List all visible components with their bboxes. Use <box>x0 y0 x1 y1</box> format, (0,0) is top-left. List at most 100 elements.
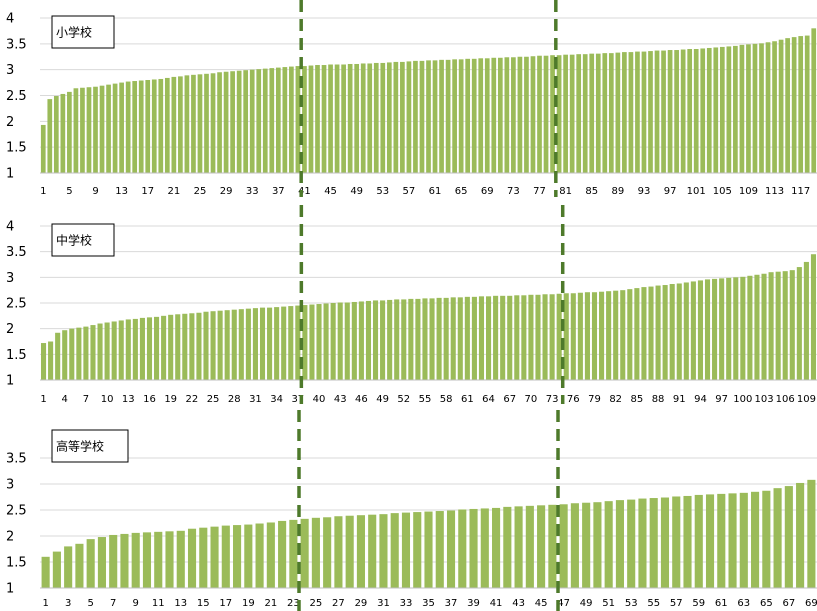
x-tick-label: 5 <box>66 186 72 197</box>
x-tick-label: 100 <box>733 394 752 405</box>
bar <box>387 299 393 380</box>
bar <box>55 332 61 380</box>
x-tick-label: 43 <box>512 598 525 609</box>
bar <box>97 537 106 588</box>
bar <box>773 488 782 588</box>
bar <box>145 80 151 173</box>
bar <box>274 307 280 380</box>
bar <box>762 490 771 588</box>
bar <box>139 317 145 380</box>
bar <box>796 482 805 588</box>
x-tick-label: 61 <box>429 186 442 197</box>
x-tick-label: 49 <box>376 394 389 405</box>
bar <box>471 296 477 380</box>
x-tick-label: 109 <box>739 186 758 197</box>
bar <box>210 311 216 380</box>
x-tick-label: 59 <box>692 598 705 609</box>
x-tick-label: 49 <box>580 598 593 609</box>
x-tick-label: 55 <box>647 598 660 609</box>
bar <box>719 46 725 173</box>
bar <box>203 311 209 380</box>
bar <box>535 294 541 380</box>
x-tick-label: 103 <box>754 394 773 405</box>
bar <box>620 290 626 380</box>
x-tick-label: 57 <box>403 186 416 197</box>
bar <box>706 47 712 173</box>
bar <box>360 63 366 173</box>
x-tick-label: 89 <box>611 186 624 197</box>
x-tick-label: 93 <box>638 186 651 197</box>
x-tick-label: 19 <box>164 394 177 405</box>
bar <box>199 527 208 588</box>
bar <box>289 66 294 173</box>
bar <box>690 281 696 380</box>
bar <box>288 306 294 380</box>
x-tick-label: 17 <box>219 598 232 609</box>
bar <box>704 279 711 380</box>
bar <box>80 87 85 173</box>
x-tick-label: 37 <box>272 186 285 197</box>
bar <box>582 54 588 173</box>
bar <box>649 498 658 588</box>
bar <box>439 59 444 173</box>
bar <box>390 513 399 588</box>
bar <box>469 508 478 588</box>
bar <box>563 54 568 173</box>
bar <box>654 50 660 173</box>
bar <box>334 64 340 173</box>
bar <box>772 41 777 173</box>
bar <box>436 297 442 380</box>
bar <box>778 39 784 174</box>
bar <box>694 494 703 588</box>
x-tick-label: 15 <box>197 598 210 609</box>
bar <box>655 285 661 380</box>
bar <box>635 51 640 173</box>
x-tick-label: 25 <box>310 598 323 609</box>
bar <box>789 270 795 380</box>
bar <box>164 77 170 173</box>
bar <box>217 310 223 380</box>
x-tick-label: 65 <box>455 186 468 197</box>
x-tick-label: 85 <box>631 394 644 405</box>
chart-panel-high-school: 11.522.533.51 3 5 7 9 11 13 15 17 19 21 23 25 27 29 31 3… <box>6 410 817 611</box>
bar <box>60 93 66 173</box>
bar <box>807 479 816 588</box>
x-tick-label: 10 <box>101 394 114 405</box>
bar <box>67 91 72 173</box>
x-tick-label: 53 <box>625 598 638 609</box>
x-tick-label: 109 <box>797 394 816 405</box>
bar <box>524 56 529 173</box>
bar <box>341 64 346 173</box>
x-tick-label: 39 <box>467 598 480 609</box>
bar <box>275 67 281 173</box>
bar <box>548 504 557 588</box>
x-tick-label: 4 <box>62 394 68 405</box>
bar <box>224 310 230 380</box>
x-tick-label: 46 <box>355 394 368 405</box>
bar <box>40 124 46 173</box>
x-tick-label: 1 <box>42 598 48 609</box>
bar <box>713 47 719 174</box>
x-tick-label: 21 <box>167 186 180 197</box>
x-tick-label: 61 <box>715 598 728 609</box>
bar <box>255 523 264 588</box>
bar <box>379 514 388 588</box>
x-tick-label: 55 <box>419 394 432 405</box>
bar <box>131 532 140 588</box>
bar <box>791 37 797 174</box>
bar <box>700 48 706 174</box>
x-tick-label: 117 <box>791 186 810 197</box>
bar <box>40 343 47 380</box>
bar <box>549 294 555 380</box>
bar <box>493 295 499 380</box>
bar <box>497 57 503 173</box>
bar <box>109 534 118 588</box>
bar <box>132 81 138 173</box>
bar <box>53 96 59 173</box>
bar <box>593 502 602 588</box>
bar <box>394 299 400 380</box>
bar <box>415 298 421 380</box>
y-tick-label: 3 <box>6 478 14 493</box>
x-tick-label: 31 <box>377 598 390 609</box>
bar <box>500 295 506 380</box>
